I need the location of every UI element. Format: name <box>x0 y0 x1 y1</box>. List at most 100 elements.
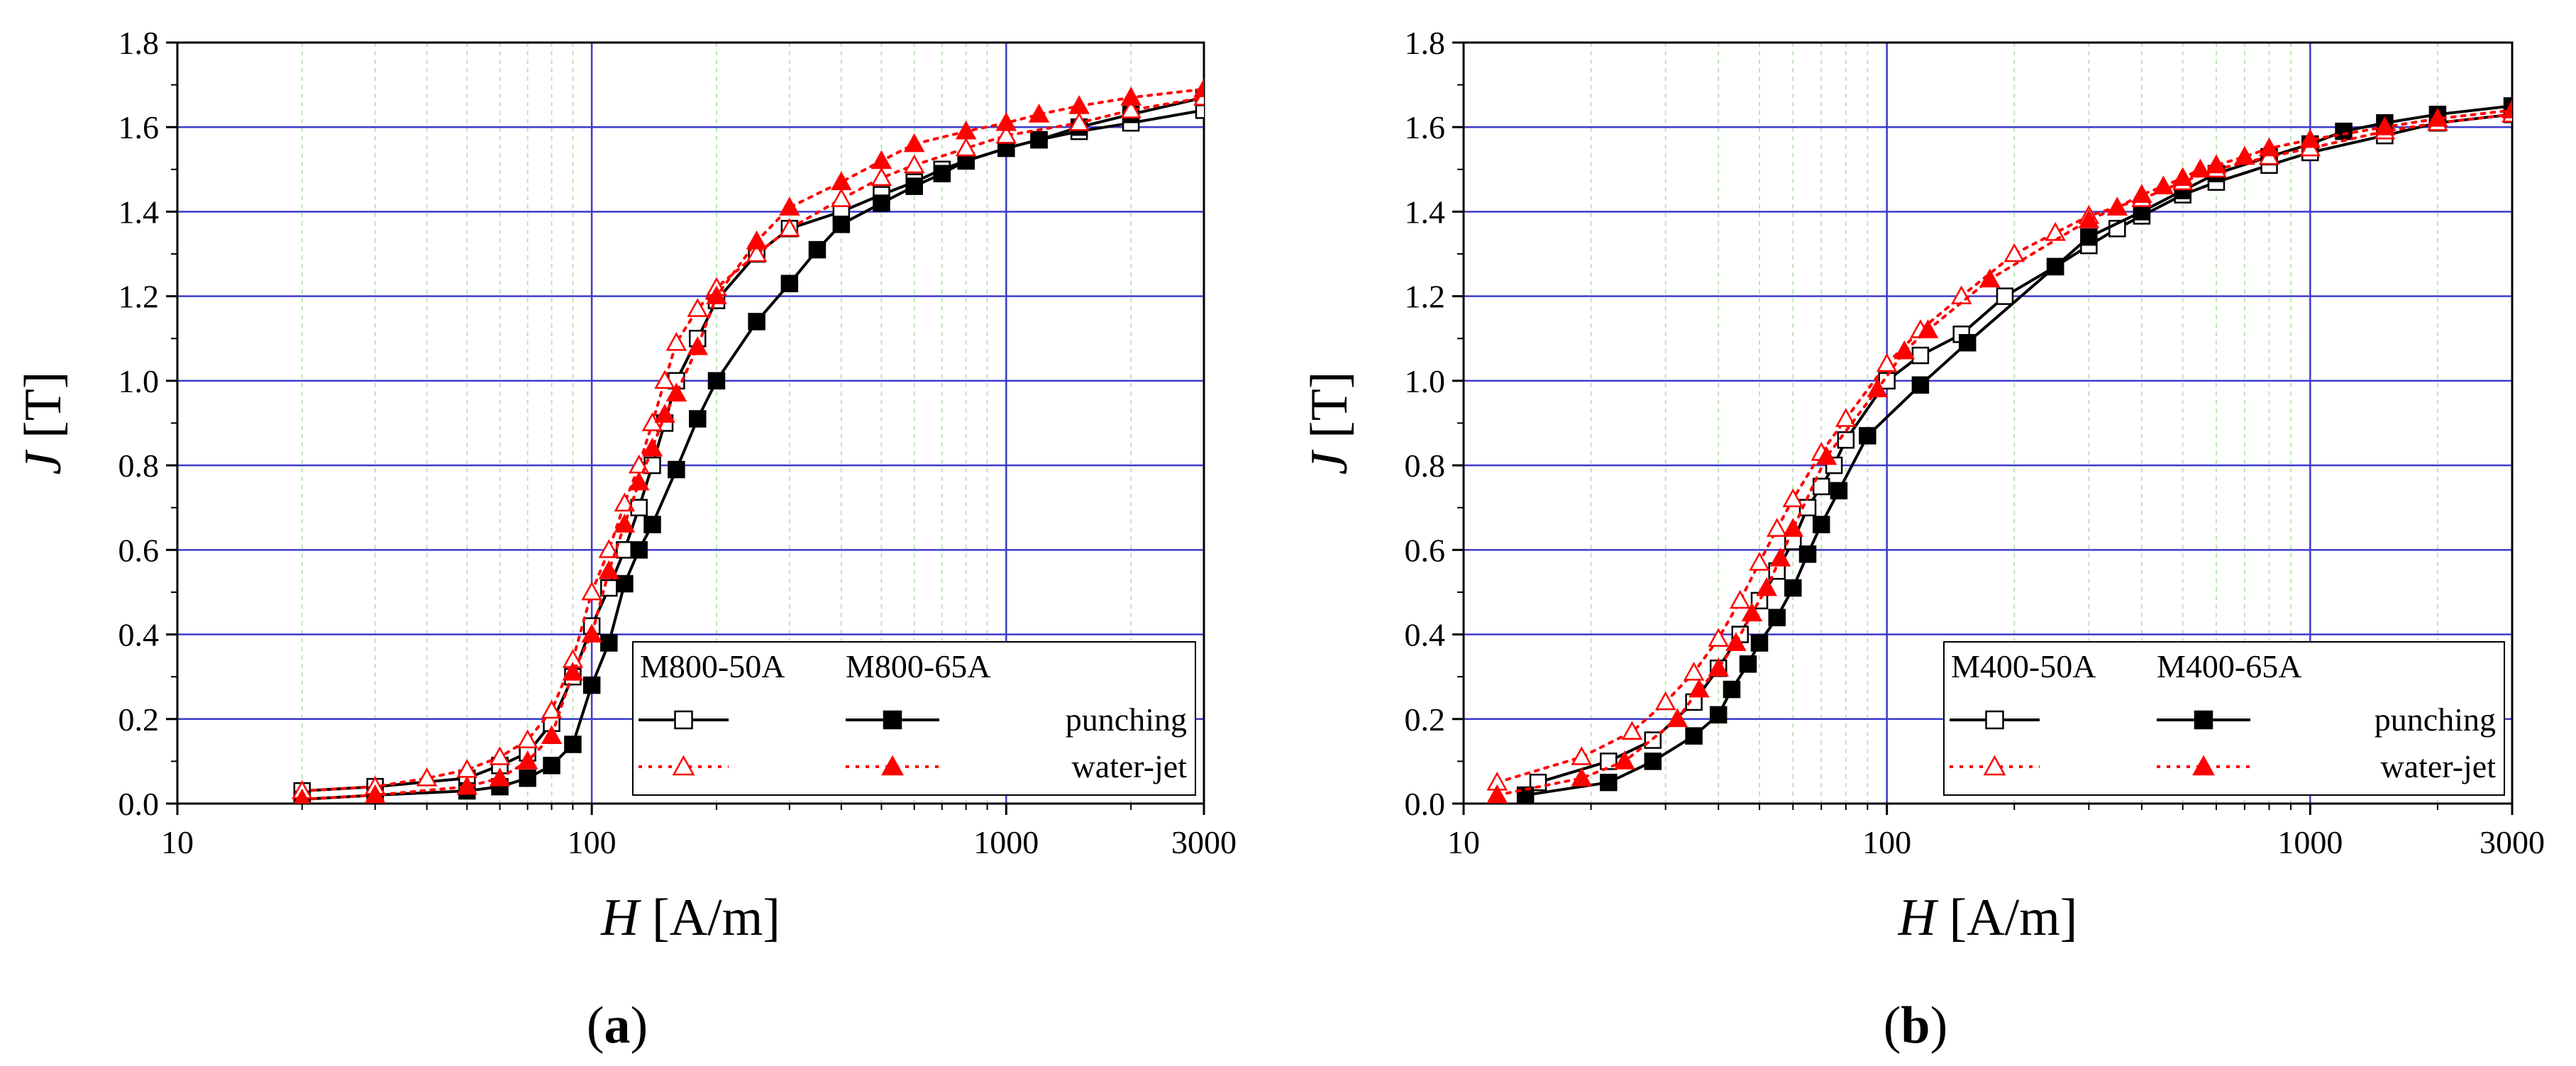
data-point <box>2299 128 2321 148</box>
data-point <box>1917 319 1939 338</box>
panel-label-letter: a <box>604 996 631 1055</box>
data-point <box>1835 408 1857 427</box>
data-point <box>2258 137 2280 157</box>
y-tick-label: 1.2 <box>118 279 160 315</box>
data-point <box>2502 99 2512 118</box>
data-point <box>654 404 675 423</box>
legend-marker <box>881 755 904 776</box>
y-tick-label: 1.0 <box>1405 363 1446 399</box>
data-point <box>616 574 634 593</box>
data-point <box>2335 122 2353 140</box>
y-tick-label: 0.8 <box>1405 448 1446 484</box>
data-point <box>364 784 386 804</box>
y-tick-label: 1.8 <box>118 25 160 61</box>
data-point <box>905 177 923 195</box>
panel-label: (a) <box>587 996 648 1055</box>
legend-header-1: M800-50A <box>640 648 785 684</box>
data-point <box>1030 131 1048 149</box>
y-tick-label: 0.8 <box>118 448 160 484</box>
data-point <box>2206 154 2227 174</box>
panel-a: 0.0 0.2 0.4 0.6 0.8 1.0 1.2 1.4 1.6 1.8 10 100 1000 3… <box>14 25 1237 1055</box>
x-tick-label: 10 <box>161 824 194 860</box>
x-axis-unit: [A/m] <box>639 889 780 947</box>
data-point <box>1683 661 1705 681</box>
data-point <box>1621 721 1643 740</box>
panel-label: (b) <box>1884 996 1947 1055</box>
legend-marker <box>672 755 695 776</box>
data-point <box>2189 158 2211 178</box>
data-point <box>630 499 648 516</box>
data-point <box>541 725 563 744</box>
data-point <box>1830 482 1848 500</box>
data-point <box>1996 287 2014 305</box>
legend-header-2: M400-65A <box>2157 648 2301 684</box>
data-point <box>1878 372 1896 390</box>
panel-label-close: ) <box>631 996 648 1055</box>
data-point <box>873 194 890 212</box>
x-tick-label: 1000 <box>973 824 1039 860</box>
x-tick-label: 3000 <box>1171 824 1237 860</box>
data-point <box>641 438 663 457</box>
data-point <box>2080 228 2098 246</box>
data-point <box>1195 101 1204 119</box>
series-4 <box>1486 99 2512 804</box>
data-point <box>2003 243 2025 262</box>
data-point <box>456 775 478 795</box>
y-tick-label: 0.0 <box>118 786 160 822</box>
series-line <box>300 96 1204 793</box>
data-point <box>1516 786 1535 804</box>
data-point <box>654 370 675 389</box>
y-axis-variable: J <box>14 449 72 474</box>
data-point <box>1120 87 1141 106</box>
panel-label-open: ( <box>587 996 604 1055</box>
y-axis-label: J [T] <box>14 372 72 475</box>
data-point <box>1120 99 1141 118</box>
data-point <box>1756 577 1777 596</box>
data-point <box>2234 145 2255 165</box>
data-point <box>2172 167 2194 187</box>
data-point <box>1723 680 1741 699</box>
data-point <box>1958 333 1977 352</box>
legend-row-label: punching <box>2375 701 2496 738</box>
y-tick-label: 1.2 <box>1405 279 1446 315</box>
data-point <box>1837 431 1855 449</box>
data-point <box>955 137 977 157</box>
data-point <box>1782 488 1804 508</box>
data-point <box>582 676 601 694</box>
data-point <box>1766 518 1788 537</box>
data-point <box>808 240 827 259</box>
data-point <box>831 188 852 207</box>
legend-row-label: water-jet <box>1071 748 1187 784</box>
y-tick-label: 1.4 <box>1405 194 1446 230</box>
data-point <box>2152 175 2174 195</box>
x-axis-variable: H <box>600 889 641 947</box>
series-line <box>1537 113 2512 784</box>
data-point <box>1068 112 1090 131</box>
data-point <box>2106 196 2128 216</box>
data-point <box>933 165 951 183</box>
data-point <box>600 634 618 652</box>
data-point <box>780 274 799 293</box>
data-point <box>687 335 709 355</box>
legend-marker <box>883 710 902 730</box>
legend-marker <box>1983 755 2006 776</box>
data-point <box>870 150 892 170</box>
data-point <box>1688 678 1710 698</box>
series-group <box>1486 97 2512 804</box>
y-axis-label: J [T] <box>1300 372 1359 475</box>
y-tick-label: 0.0 <box>1405 786 1446 822</box>
data-point <box>746 243 768 262</box>
data-point <box>995 124 1017 144</box>
data-point <box>1911 346 1930 365</box>
data-point <box>665 382 687 402</box>
data-point <box>581 623 602 643</box>
y-tick-label: 1.0 <box>118 363 160 399</box>
data-point <box>1666 708 1688 728</box>
x-tick-label: 1000 <box>2277 824 2343 860</box>
data-point <box>541 699 563 719</box>
data-point <box>1600 773 1618 792</box>
data-point <box>489 746 511 765</box>
data-point <box>1486 784 1508 804</box>
y-axis-unit: [T] <box>1300 372 1359 452</box>
